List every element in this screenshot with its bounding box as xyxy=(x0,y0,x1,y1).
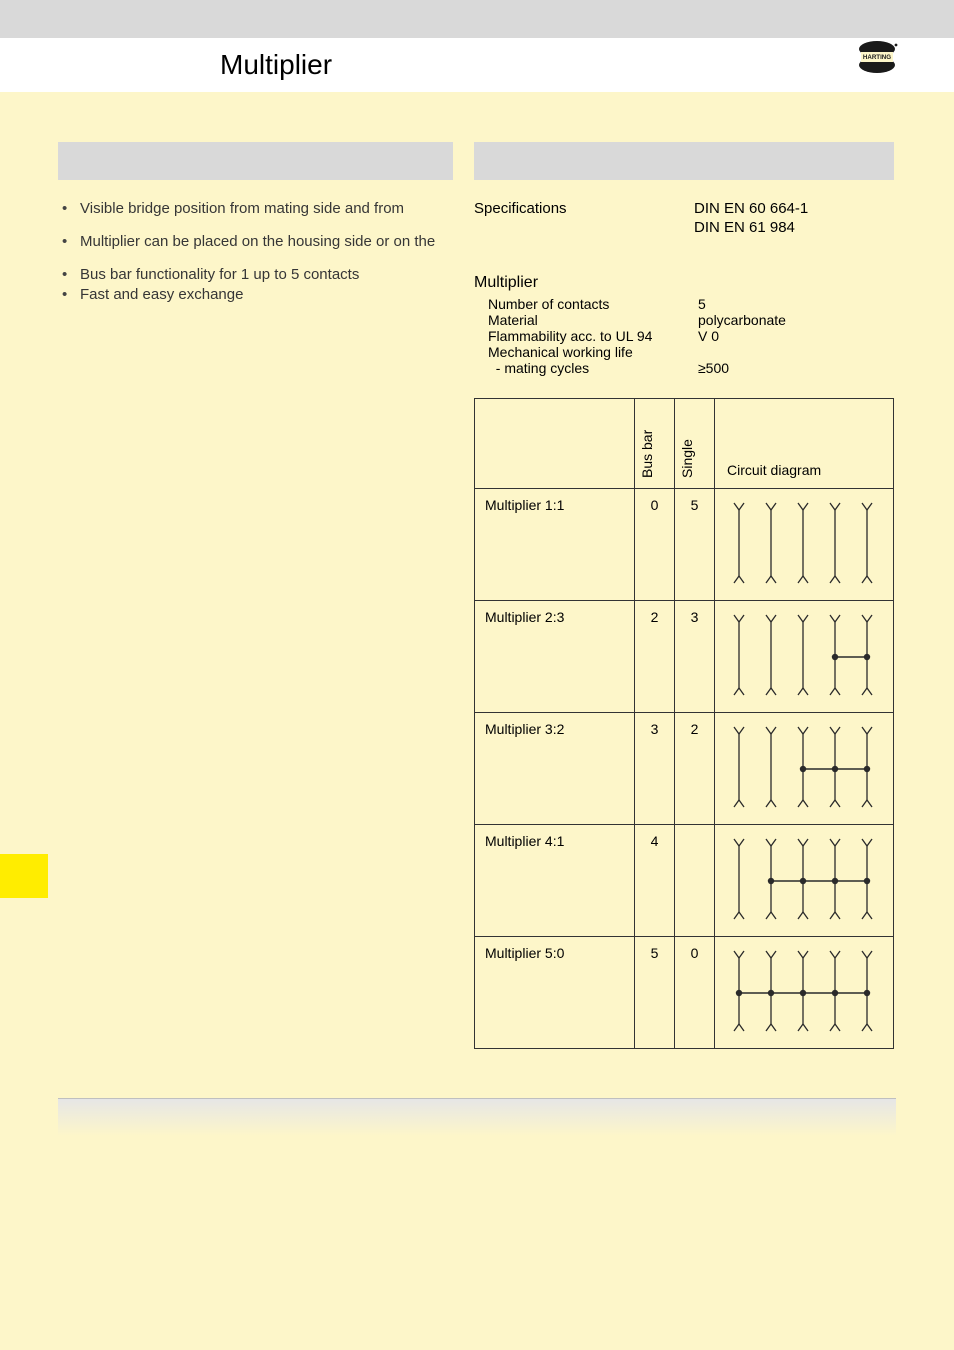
property-value: ≥500 xyxy=(698,360,894,376)
property-value: polycarbonate xyxy=(698,312,894,328)
feature-list: Visible bridge position from mating side… xyxy=(58,200,453,305)
header-bar: Multiplier xyxy=(0,38,954,92)
spec-standard: DIN EN 61 984 xyxy=(694,219,894,236)
row-name: Multiplier 2:3 xyxy=(475,601,635,713)
property-label: Flammability acc. to UL 94 xyxy=(488,328,698,344)
table-header-bus: Bus bar xyxy=(635,399,675,489)
property-row: Mechanical working life xyxy=(488,344,894,360)
row-single: 5 xyxy=(675,489,715,601)
row-name: Multiplier 1:1 xyxy=(475,489,635,601)
multiplier-table: Bus bar Single Circuit diagram Multiplie… xyxy=(474,398,894,1049)
property-value xyxy=(698,344,894,360)
property-row: Materialpolycarbonate xyxy=(488,312,894,328)
spec-standard: DIN EN 60 664-1 xyxy=(694,200,894,217)
row-diagram xyxy=(715,937,894,1049)
list-item: Visible bridge position from mating side… xyxy=(58,200,453,219)
table-row: Multiplier 2:323 xyxy=(475,601,894,713)
row-bus: 4 xyxy=(635,825,675,937)
list-item: Fast and easy exchange xyxy=(58,286,453,305)
brand-logo: HARTING xyxy=(855,40,899,74)
right-column: Specifications DIN EN 60 664-1 DIN EN 61… xyxy=(474,142,894,1049)
row-bus: 2 xyxy=(635,601,675,713)
spec-block: Specifications DIN EN 60 664-1 DIN EN 61… xyxy=(474,200,894,238)
right-grey-strip xyxy=(474,142,894,180)
row-single: 2 xyxy=(675,713,715,825)
page-title: Multiplier xyxy=(220,49,332,81)
spec-label: Specifications xyxy=(474,200,694,238)
multiplier-props: Multiplier Number of contacts5Materialpo… xyxy=(474,274,894,376)
row-name: Multiplier 4:1 xyxy=(475,825,635,937)
left-column: Visible bridge position from mating side… xyxy=(58,142,453,319)
table-header-empty xyxy=(475,399,635,489)
table-row: Multiplier 1:105 xyxy=(475,489,894,601)
row-name: Multiplier 5:0 xyxy=(475,937,635,1049)
property-value: V 0 xyxy=(698,328,894,344)
row-name: Multiplier 3:2 xyxy=(475,713,635,825)
side-tab xyxy=(0,854,48,898)
left-grey-strip xyxy=(58,142,453,180)
table-row: Multiplier 4:14 xyxy=(475,825,894,937)
row-single: 0 xyxy=(675,937,715,1049)
spec-values: DIN EN 60 664-1 DIN EN 61 984 xyxy=(694,200,894,238)
table-header-diagram: Circuit diagram xyxy=(715,399,894,489)
row-diagram xyxy=(715,713,894,825)
property-label: - mating cycles xyxy=(488,360,698,376)
property-label: Number of contacts xyxy=(488,296,698,312)
row-diagram xyxy=(715,601,894,713)
list-item: Bus bar functionality for 1 up to 5 cont… xyxy=(58,266,453,285)
row-diagram xyxy=(715,825,894,937)
row-single xyxy=(675,825,715,937)
row-bus: 3 xyxy=(635,713,675,825)
table-row: Multiplier 5:050 xyxy=(475,937,894,1049)
row-single: 3 xyxy=(675,601,715,713)
property-label: Mechanical working life xyxy=(488,344,698,360)
property-value: 5 xyxy=(698,296,894,312)
table-row: Multiplier 3:232 xyxy=(475,713,894,825)
multiplier-heading: Multiplier xyxy=(474,274,894,292)
list-item: Multiplier can be placed on the housing … xyxy=(58,233,453,252)
top-grey-bar xyxy=(0,0,954,38)
row-bus: 5 xyxy=(635,937,675,1049)
row-bus: 0 xyxy=(635,489,675,601)
property-row: Flammability acc. to UL 94V 0 xyxy=(488,328,894,344)
svg-text:HARTING: HARTING xyxy=(863,54,891,61)
bottom-divider xyxy=(58,1098,896,1136)
row-diagram xyxy=(715,489,894,601)
table-header-single: Single xyxy=(675,399,715,489)
property-label: Material xyxy=(488,312,698,328)
property-row: Number of contacts5 xyxy=(488,296,894,312)
property-row: - mating cycles≥500 xyxy=(488,360,894,376)
